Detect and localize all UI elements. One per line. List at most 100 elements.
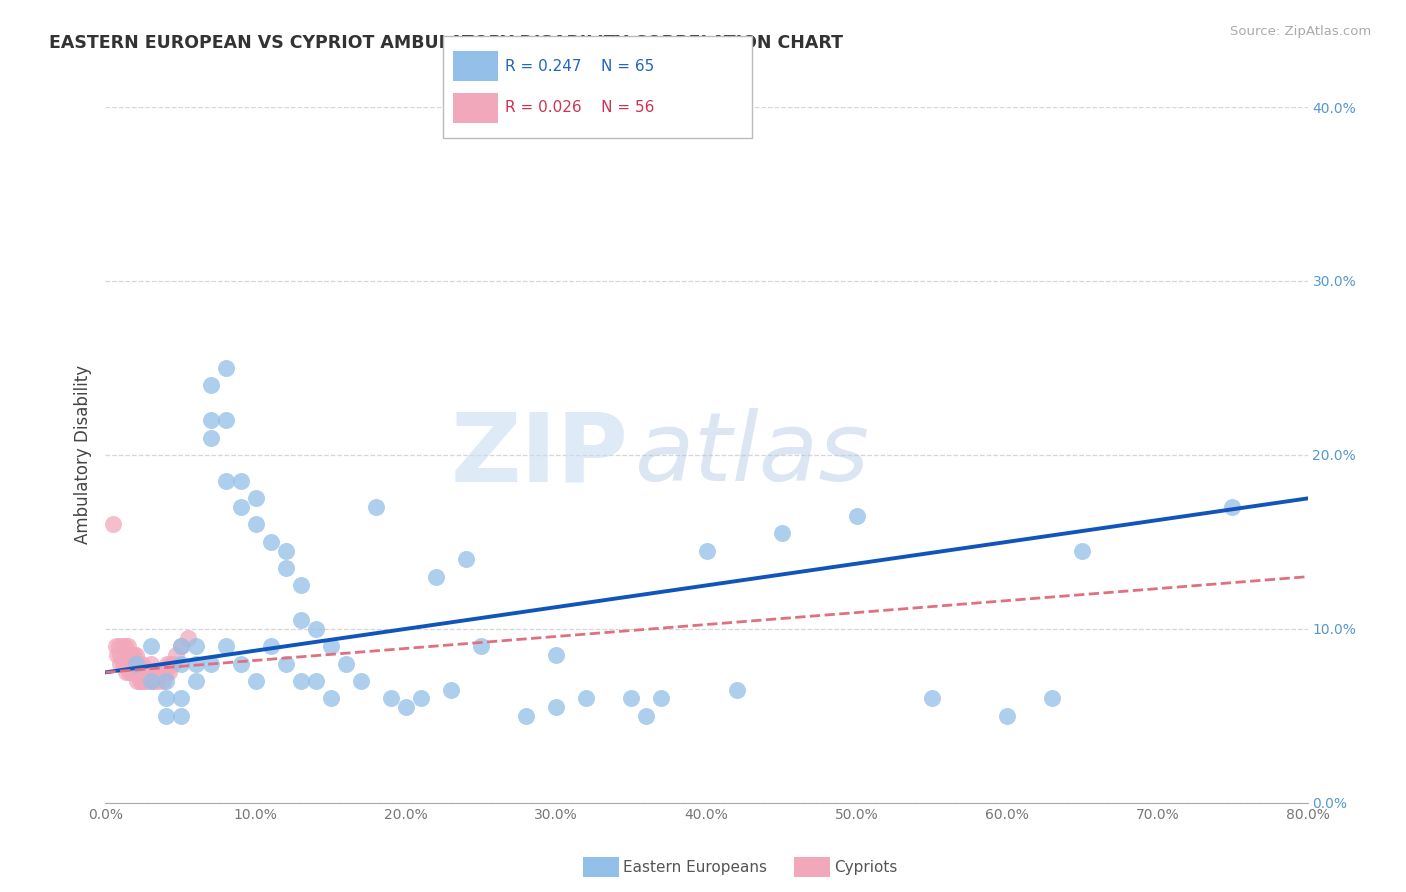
- Point: [380, 691, 402, 706]
- Point: [425, 570, 447, 584]
- Point: [364, 500, 387, 514]
- Point: [120, 648, 142, 662]
- Point: [114, 639, 136, 653]
- Point: [122, 665, 145, 680]
- Point: [157, 665, 180, 680]
- Point: [184, 639, 207, 653]
- Point: [229, 500, 252, 514]
- Point: [129, 674, 152, 689]
- Point: [725, 682, 748, 697]
- Text: Source: ZipAtlas.com: Source: ZipAtlas.com: [1230, 25, 1371, 38]
- Point: [139, 674, 162, 689]
- Point: [155, 691, 177, 706]
- Point: [152, 674, 174, 689]
- Point: [229, 657, 252, 671]
- Text: R = 0.247    N = 65: R = 0.247 N = 65: [505, 59, 654, 73]
- Point: [350, 674, 373, 689]
- Point: [245, 674, 267, 689]
- Text: ZIP: ZIP: [450, 409, 628, 501]
- Point: [156, 657, 179, 671]
- Text: atlas: atlas: [634, 409, 869, 501]
- Point: [139, 657, 162, 671]
- Point: [409, 691, 432, 706]
- Point: [260, 639, 283, 653]
- Point: [454, 552, 477, 566]
- Point: [200, 657, 222, 671]
- Point: [770, 526, 793, 541]
- Point: [104, 639, 127, 653]
- Point: [155, 665, 177, 680]
- Point: [214, 413, 236, 427]
- Point: [115, 648, 138, 662]
- Point: [135, 665, 157, 680]
- Point: [620, 691, 643, 706]
- Point: [162, 657, 184, 671]
- Point: [148, 665, 170, 680]
- Text: Eastern Europeans: Eastern Europeans: [623, 860, 766, 874]
- Point: [139, 639, 162, 653]
- Point: [169, 708, 191, 723]
- Point: [260, 534, 283, 549]
- Point: [575, 691, 598, 706]
- Point: [214, 360, 236, 375]
- Point: [125, 657, 148, 671]
- Point: [155, 708, 177, 723]
- Point: [470, 639, 492, 653]
- Point: [107, 648, 129, 662]
- Text: Cypriots: Cypriots: [834, 860, 897, 874]
- Point: [319, 639, 342, 653]
- Point: [440, 682, 463, 697]
- Point: [245, 491, 267, 506]
- Point: [135, 674, 157, 689]
- Point: [274, 561, 297, 575]
- Point: [121, 648, 143, 662]
- Point: [141, 665, 163, 680]
- Point: [115, 665, 138, 680]
- Point: [165, 648, 187, 662]
- Text: R = 0.026    N = 56: R = 0.026 N = 56: [505, 101, 654, 115]
- Point: [134, 665, 156, 680]
- Point: [177, 631, 200, 645]
- Point: [110, 657, 132, 671]
- Point: [112, 639, 135, 653]
- Point: [117, 657, 139, 671]
- Point: [305, 674, 328, 689]
- Point: [132, 665, 155, 680]
- Point: [169, 639, 191, 653]
- Point: [229, 474, 252, 488]
- Point: [335, 657, 357, 671]
- Point: [136, 665, 159, 680]
- Text: EASTERN EUROPEAN VS CYPRIOT AMBULATORY DISABILITY CORRELATION CHART: EASTERN EUROPEAN VS CYPRIOT AMBULATORY D…: [49, 34, 844, 52]
- Point: [319, 691, 342, 706]
- Point: [124, 657, 146, 671]
- Point: [120, 665, 142, 680]
- Point: [1222, 500, 1244, 514]
- Point: [169, 691, 191, 706]
- Point: [112, 657, 135, 671]
- Point: [274, 657, 297, 671]
- Point: [131, 657, 153, 671]
- Point: [696, 543, 718, 558]
- Point: [101, 517, 124, 532]
- Point: [636, 708, 658, 723]
- Point: [128, 657, 150, 671]
- Point: [117, 639, 139, 653]
- Point: [184, 657, 207, 671]
- Point: [146, 674, 169, 689]
- Y-axis label: Ambulatory Disability: Ambulatory Disability: [73, 366, 91, 544]
- Point: [114, 657, 136, 671]
- Point: [200, 378, 222, 392]
- Point: [184, 674, 207, 689]
- Point: [142, 674, 165, 689]
- Point: [143, 665, 166, 680]
- Point: [138, 665, 160, 680]
- Point: [150, 665, 173, 680]
- Point: [118, 665, 141, 680]
- Point: [145, 665, 167, 680]
- Point: [274, 543, 297, 558]
- Point: [546, 648, 568, 662]
- Point: [125, 674, 148, 689]
- Point: [169, 657, 191, 671]
- Point: [200, 413, 222, 427]
- Point: [290, 674, 312, 689]
